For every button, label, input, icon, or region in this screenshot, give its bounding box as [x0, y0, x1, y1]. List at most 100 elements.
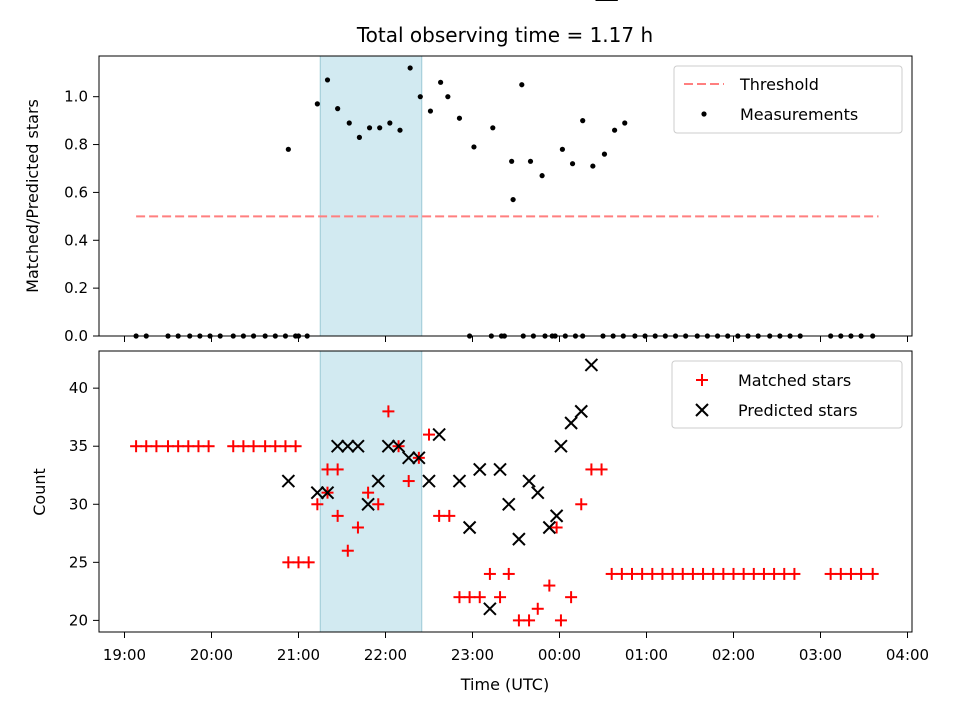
legend-matched-swatch [696, 374, 708, 386]
matched-star-point [302, 556, 315, 569]
matched-star-point [247, 440, 260, 453]
measurement-point [407, 65, 413, 71]
bottom-y-axis-label: Count [30, 468, 49, 516]
measurement-point [417, 94, 423, 100]
matched-star-point [788, 567, 801, 580]
matched-star-point [757, 567, 770, 580]
predicted-star-point [351, 439, 365, 453]
x-tick-label: 19:00 [103, 646, 146, 664]
predicted-star-point [554, 439, 568, 453]
predicted-star-point [473, 462, 487, 477]
matched-star-point [834, 567, 847, 580]
x-tick-label: 03:00 [799, 646, 842, 664]
measurement-point [438, 79, 444, 85]
top-shaded-band [319, 55, 423, 337]
matched-star-point [824, 567, 837, 580]
x-tick-label: 23:00 [451, 646, 494, 664]
matched-star-point [727, 567, 740, 580]
matched-star-point [331, 509, 344, 522]
matched-star-point [292, 556, 305, 569]
predicted-star-point [371, 474, 385, 488]
matched-star-point [855, 567, 868, 580]
predicted-star-point [422, 474, 436, 488]
top-shaded-band-layer [319, 55, 423, 337]
matched-star-point [463, 591, 476, 604]
predicted-star-point [512, 532, 526, 546]
matched-star-point [483, 567, 496, 580]
top-y-tick-label: 0.0 [64, 327, 88, 345]
matched-star-point [331, 463, 344, 476]
measurement-point [366, 125, 373, 131]
predicted-star-point [522, 474, 536, 488]
bottom-x-ticks: 19:00 20:00 21:00 22:00 23:00 00:00 01:00 02:00… [103, 632, 929, 664]
matched-star-point [341, 544, 354, 557]
matched-star-point [697, 567, 710, 580]
matched-star-point [202, 440, 215, 453]
x-tick-label: 22:00 [364, 646, 407, 664]
matched-star-point [523, 614, 536, 627]
top-panel: 0.0 0.2 0.4 0.6 0.8 1.0 Matched/Predicted sta… [23, 55, 913, 345]
star-counts-layer [130, 0, 879, 627]
x-tick-label: 21:00 [277, 646, 320, 664]
top-legend-box [673, 65, 903, 134]
x-tick-label: 02:00 [712, 646, 755, 664]
top-y-tick-label: 0.6 [64, 183, 88, 201]
matched-star-point [747, 567, 760, 580]
bottom-y-tick-label: 25 [69, 553, 88, 571]
predicted-star-point [502, 497, 516, 511]
matched-star-point [646, 567, 659, 580]
matched-star-point [605, 567, 618, 580]
matched-star-point [279, 440, 292, 453]
predicted-star-point [574, 404, 588, 419]
measurement-point [580, 118, 586, 124]
bottom-shaded-band-layer [319, 350, 423, 633]
bottom-panel: 20 25 30 35 40 19:00 20:00 21:00 22:00 23:00 00:0… [30, 0, 929, 694]
measurement-point [490, 125, 496, 131]
top-y-tick-label: 0.8 [64, 136, 88, 154]
bottom-y-tick-label: 35 [69, 437, 88, 455]
predicted-star-point [462, 520, 477, 535]
matched-star-point [130, 440, 143, 453]
measurement-point [445, 94, 451, 100]
bottom-shaded-band [319, 350, 423, 633]
matched-star-point [686, 567, 699, 580]
x-tick-label: 20:00 [190, 646, 233, 664]
matched-star-point [311, 498, 324, 511]
measurement-point [509, 158, 515, 164]
matched-star-point [453, 591, 466, 604]
predicted-star-point [381, 439, 396, 453]
matched-star-point [656, 567, 669, 580]
top-y-ticks: 0.0 0.2 0.4 0.6 0.8 1.0 [64, 88, 99, 345]
matched-star-point [382, 405, 395, 418]
predicted-star-point [391, 439, 406, 453]
matched-star-point [554, 614, 567, 627]
matched-star-point [289, 440, 302, 453]
bottom-axes-frame [98, 350, 913, 633]
top-y-tick-label: 0.2 [64, 279, 88, 297]
predicted-star-point [452, 474, 467, 488]
measurement-point [346, 120, 352, 126]
top-x-ticks [124, 336, 908, 342]
predicted-star-point [320, 485, 335, 500]
legend-threshold-label: Threshold [739, 75, 819, 94]
measurement-point [324, 77, 331, 83]
legend-predicted-swatch [695, 403, 709, 417]
measurement-point [590, 163, 596, 169]
matched-star-point [666, 567, 679, 580]
predicted-star-point [584, 358, 599, 372]
matched-star-point [585, 463, 598, 476]
top-legend: Threshold Measurements [673, 65, 903, 134]
predicted-star-point [564, 416, 578, 430]
bottom-y-tick-label: 40 [69, 379, 88, 397]
measurement-point [559, 146, 566, 152]
matched-star-point [717, 567, 730, 580]
matched-star-point [351, 521, 364, 534]
matched-star-point [443, 509, 456, 522]
matched-star-point [676, 567, 689, 580]
bottom-legend: Matched stars Predicted stars [671, 360, 903, 429]
matched-star-point [550, 521, 563, 534]
matched-star-point [768, 567, 781, 580]
predicted-star-point [412, 451, 426, 465]
x-tick-label: 01:00 [625, 646, 668, 664]
